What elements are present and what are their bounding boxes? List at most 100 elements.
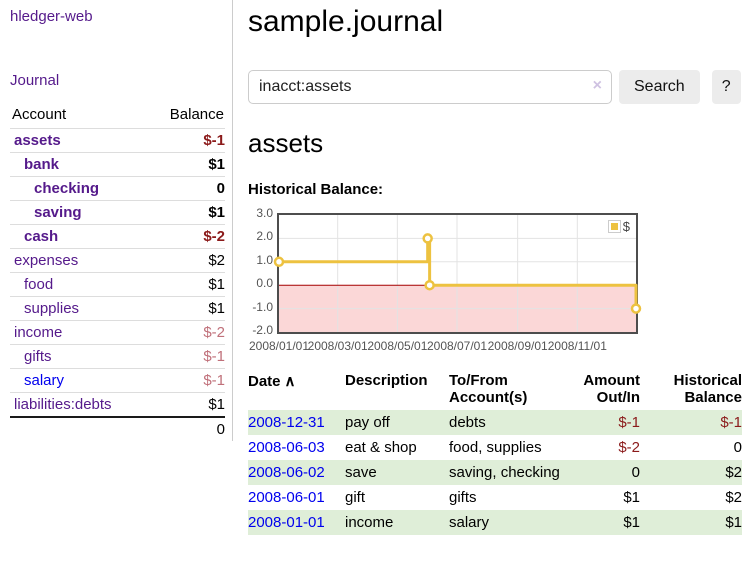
amount-column-header: Amount Out/In [583,372,640,406]
x-axis-tick-label: 2008/11/01 [547,339,607,353]
account-balance: $1 [208,396,225,413]
account-link-food[interactable]: food [24,276,54,293]
accounts-table-header-row: Account Balance [10,104,225,129]
account-row: supplies $1 [10,296,225,321]
transaction-date-link[interactable]: 2008-06-03 [248,439,325,456]
transaction-row: 2008-01-01 income salary $1 $1 [248,510,742,535]
account-balance: $1 [208,276,225,293]
search-form: × Search ? [248,70,742,104]
transaction-balance: $2 [725,464,742,481]
account-balance: 0 [216,180,225,197]
account-balance: $2 [208,252,225,269]
x-axis-tick-label: 2008/09/01 [487,339,548,353]
account-balance: $-2 [203,324,225,341]
account-link-cash[interactable]: cash [24,228,59,245]
transaction-date-link[interactable]: 2008-12-31 [248,414,325,431]
transaction-balance: 0 [733,439,742,456]
account-link-supplies[interactable]: supplies [24,300,80,317]
account-link-liabilities-debts[interactable]: liabilities:debts [14,396,112,413]
search-button[interactable]: Search [619,70,700,104]
account-row: food $1 [10,272,225,297]
register-table: Date ∧ Description To/From Account(s) Amo… [248,370,742,535]
x-axis-tick-label: 2008/07/01 [426,339,488,353]
plot-area: $ [273,213,642,334]
transaction-amount: $1 [623,489,640,506]
balance-column-header: Balance [169,106,224,123]
account-balance: $-1 [203,348,225,365]
account-balance: $-2 [203,228,225,245]
transaction-balance: $-1 [720,414,742,431]
transaction-date-link[interactable]: 2008-06-01 [248,489,325,506]
transaction-row: 2008-12-31 pay off debts $-1 $-1 [248,410,742,435]
page-title: sample.journal [248,5,444,38]
transaction-balance: $1 [725,514,742,531]
chart-legend: $ [606,218,632,235]
main-content: sample.journal × Search ? assets Histori… [248,0,742,535]
account-balance: $-1 [203,372,225,389]
account-link-salary[interactable]: salary [24,372,65,389]
sidebar: hledger-web Journal Account Balance asse… [0,0,233,441]
x-axis-tick-label: 2008/01/01 [248,339,310,353]
chart-label: Historical Balance: [248,181,384,198]
account-link-gifts[interactable]: gifts [24,348,52,365]
account-link-income[interactable]: income [14,324,63,341]
legend-color-swatch-icon [608,221,620,232]
account-balance: $1 [208,156,225,173]
description-column-header: Description [345,372,428,389]
register-header-row: Date ∧ Description To/From Account(s) Amo… [248,370,742,410]
account-row: liabilities:debts $1 [10,392,225,418]
account-row: income $-2 [10,320,225,345]
account-balance: $-1 [203,132,225,149]
app-title-link[interactable]: hledger-web [10,8,93,25]
accounts-balance-table: Account Balance assets $-1 bank $1 checking 0… [10,104,225,441]
balance-column-header-register: Historical Balance [673,372,742,406]
account-link-expenses[interactable]: expenses [14,252,79,269]
y-axis-tick-label: 0.0 [256,276,273,291]
transaction-balance: $2 [725,489,742,506]
sidebar-item-journal[interactable]: Journal [10,72,60,89]
account-row: saving $1 [10,200,225,225]
account-link-saving[interactable]: saving [34,204,82,221]
account-row: salary $-1 [10,368,225,393]
account-balance: $1 [208,300,225,317]
y-axis-tick-label: 3.0 [256,206,273,220]
y-axis-tick-label: 1.0 [256,252,273,267]
account-row: cash $-2 [10,224,225,249]
total-row: 0 [10,417,225,441]
transaction-row: 2008-06-01 gift gifts $1 $2 [248,485,742,510]
transaction-amount: 0 [631,464,640,481]
account-balance: $1 [208,204,225,221]
transaction-date-link[interactable]: 2008-06-02 [248,464,325,481]
date-header-label: Date [248,373,281,390]
account-link-assets[interactable]: assets [14,132,61,149]
accounts-column-header: To/From Account(s) [449,372,528,406]
help-button[interactable]: ? [711,70,741,104]
transaction-description: eat & shop [345,439,417,456]
sort-ascending-icon: ∧ [284,373,296,390]
account-link-checking[interactable]: checking [34,180,100,197]
transaction-description: pay off [345,414,390,431]
x-axis-tick-label: 2008/05/01 [367,339,428,353]
legend-label: $ [622,219,630,234]
y-axis-tick-label: -2.0 [252,323,273,337]
x-axis-tick-label: 2008/03/01 [307,339,368,353]
transaction-row: 2008-06-03 eat & shop food, supplies $-2 0 [248,435,742,460]
transaction-description: income [345,514,394,531]
account-heading: assets [248,128,324,158]
transaction-row: 2008-06-02 save saving, checking 0 $2 [248,460,742,485]
account-row: gifts $-1 [10,344,225,369]
account-row: checking 0 [10,176,225,201]
transaction-accounts: food, supplies [449,439,542,456]
transaction-description: save [345,464,377,481]
transaction-amount: $1 [623,514,640,531]
search-input[interactable] [248,70,612,104]
account-row: assets $-1 [10,128,225,153]
account-row: expenses $2 [10,248,225,273]
transaction-accounts: gifts [449,489,477,506]
date-column-header[interactable]: Date ∧ [248,370,345,410]
transaction-date-link[interactable]: 2008-01-01 [248,514,325,531]
transaction-accounts: saving, checking [449,464,560,481]
account-link-bank[interactable]: bank [24,156,60,173]
clear-search-icon[interactable]: × [592,77,602,94]
transaction-description: gift [345,489,366,506]
